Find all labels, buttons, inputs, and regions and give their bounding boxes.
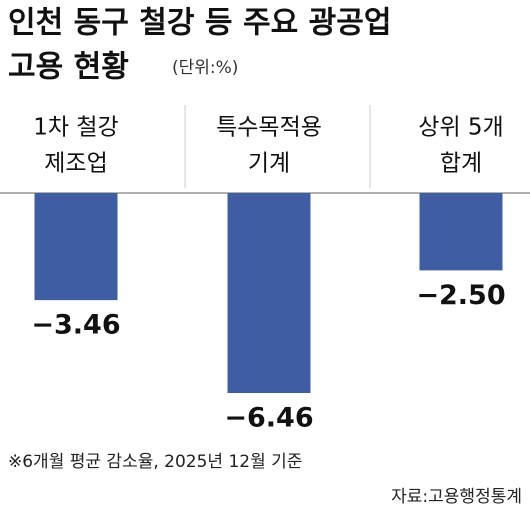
category-label: 상위 5개 bbox=[418, 115, 503, 141]
bar bbox=[34, 193, 118, 301]
chart-title: 인천 동구 철강 등 주요 광공업 bbox=[8, 6, 391, 41]
category-label: 제조업 bbox=[44, 151, 107, 177]
chart-title: 고용 현황 bbox=[8, 50, 129, 85]
bar bbox=[227, 193, 311, 393]
category-label: 합계 bbox=[440, 151, 482, 177]
footnote: ※6개월 평균 감소율, 2025년 12월 기준 bbox=[8, 452, 302, 472]
category-label: 특수목적용 bbox=[216, 115, 322, 141]
category-label: 1차 철강 bbox=[33, 115, 118, 141]
bar bbox=[419, 193, 503, 271]
category-label: 기계 bbox=[248, 151, 290, 177]
source: 자료:고용행정통계 bbox=[391, 487, 522, 507]
unit-label: (단위:%) bbox=[172, 58, 238, 78]
value-label: −6.46 bbox=[224, 403, 313, 434]
value-label: −2.50 bbox=[416, 280, 505, 311]
value-label: −3.46 bbox=[31, 310, 120, 341]
